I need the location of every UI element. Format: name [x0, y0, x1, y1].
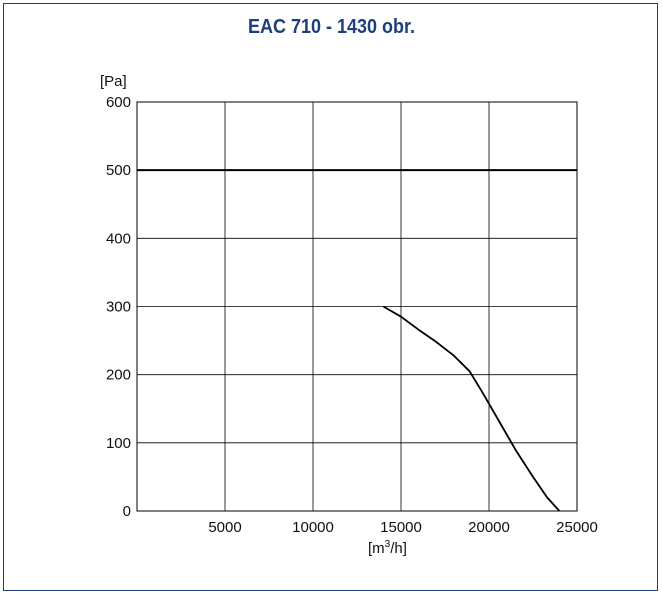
x-tick-label: 15000 — [380, 519, 422, 536]
x-tick-label: 10000 — [292, 519, 334, 536]
y-tick-label: 300 — [106, 299, 131, 316]
y-axis-label: [Pa] — [100, 73, 127, 90]
x-axis-label: [m3/h] — [368, 539, 407, 557]
y-tick-label: 500 — [106, 162, 131, 179]
y-tick-label: 400 — [106, 230, 131, 247]
y-tick-label: 200 — [106, 367, 131, 384]
x-tick-labels: 5000 10000 15000 20000 25000 — [208, 519, 598, 536]
x-tick-label: 5000 — [208, 519, 241, 536]
series-line — [382, 305, 561, 512]
plot-border — [136, 101, 578, 512]
chart-frame — [3, 3, 658, 591]
y-tick-label: 0 — [123, 503, 131, 520]
series-group — [382, 305, 561, 512]
x-tick-label: 20000 — [468, 519, 510, 536]
grid-lines — [137, 101, 578, 512]
y-tick-label: 600 — [106, 94, 131, 111]
chart-title: EAC 710 - 1430 obr. — [247, 16, 416, 38]
y-tick-labels: 0 100 200 300 400 500 600 — [106, 94, 131, 520]
x-tick-label: 25000 — [556, 519, 598, 536]
y-tick-label: 100 — [106, 435, 131, 452]
